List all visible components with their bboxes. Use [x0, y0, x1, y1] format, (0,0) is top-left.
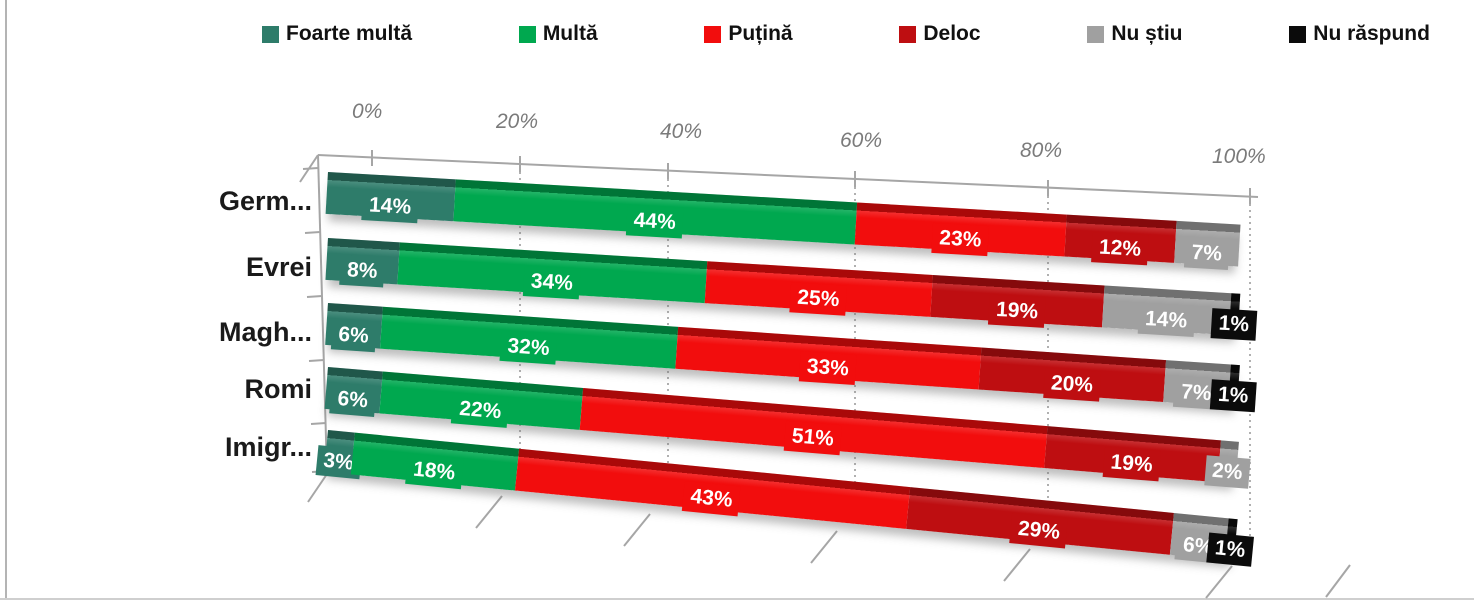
floor-ticks: [475, 495, 1351, 599]
data-label: 12%: [1091, 232, 1149, 266]
page-bottom-border: [0, 598, 1474, 600]
x-tick-label-80: 80%: [1020, 139, 1063, 162]
x-tick-label-100: 100%: [1212, 145, 1266, 168]
bar-segment: 1%: [1210, 293, 1257, 341]
legend-label: Deloc: [923, 22, 981, 45]
category-label-germani: Germ...: [218, 186, 312, 216]
data-label: 2%: [1203, 455, 1251, 489]
data-label: 1%: [1210, 308, 1257, 341]
bar-segment: 2%: [1203, 440, 1251, 489]
data-label: 1%: [1206, 532, 1254, 567]
bar-segment: 6%: [324, 367, 383, 417]
bar-segment: 6%: [325, 303, 384, 353]
bar-segment: 7%: [1174, 220, 1241, 271]
category-label-imigranti: Imigr...: [224, 432, 312, 462]
bar-segment: 14%: [325, 172, 456, 224]
legend-swatch-icon: [1087, 25, 1105, 43]
legend-item-deloc: Deloc: [899, 22, 981, 46]
data-label: 44%: [625, 205, 684, 239]
data-label: 6%: [330, 319, 377, 353]
data-label: 43%: [682, 481, 741, 517]
legend-label: Nu răspund: [1313, 22, 1430, 45]
legend-label: Multă: [542, 22, 598, 45]
legend-swatch-icon: [704, 25, 722, 43]
data-label: 23%: [931, 222, 990, 257]
data-label: 7%: [1183, 237, 1230, 271]
legend-item-multa: Multă: [518, 22, 598, 46]
legend-item-nu-stiu: Nu știu: [1087, 22, 1183, 46]
x-tick-label-60: 60%: [840, 129, 883, 152]
legend-label: Puțină: [728, 22, 793, 45]
data-label: 1%: [1209, 379, 1257, 413]
legend-swatch-icon: [518, 25, 536, 43]
data-label: 34%: [523, 265, 581, 300]
x-tick-label-20: 20%: [496, 110, 539, 133]
legend-label: Nu știu: [1111, 22, 1183, 45]
bar-segment: 12%: [1064, 214, 1177, 266]
legend-item-foarte-multa: Foarte multă: [262, 22, 412, 46]
data-label: 6%: [329, 383, 377, 417]
legend-swatch-icon: [262, 25, 279, 43]
bar-segment: 8%: [325, 238, 401, 288]
data-label: 33%: [798, 351, 857, 386]
data-label: 22%: [451, 393, 510, 428]
bar-segment: 1%: [1209, 364, 1257, 413]
data-label: 19%: [1102, 446, 1161, 482]
legend-item-nu-raspund: Nu răspund: [1289, 22, 1430, 46]
category-label-maghiari: Magh...: [219, 317, 312, 347]
data-label: 18%: [404, 453, 464, 490]
legend-swatch-icon: [899, 25, 917, 43]
data-label: 32%: [499, 330, 558, 365]
data-label: 29%: [1009, 513, 1069, 549]
data-label: 14%: [361, 189, 419, 224]
data-label: 20%: [1042, 367, 1101, 402]
bar-segment: 3%: [315, 430, 363, 480]
data-label: 14%: [1137, 303, 1195, 338]
data-label: 25%: [789, 282, 848, 316]
data-label: 51%: [783, 420, 842, 456]
data-label: 8%: [339, 254, 386, 288]
data-label: 19%: [988, 294, 1046, 328]
x-tick-label-0: 0%: [352, 100, 383, 123]
legend-label: Foarte multă: [286, 22, 413, 45]
x-tick-label-40: 40%: [660, 120, 703, 143]
page-left-border: [5, 0, 7, 600]
legend-swatch-icon: [1289, 25, 1307, 43]
category-label-evrei: Evrei: [245, 252, 312, 282]
legend-item-putina: Puțină: [704, 22, 793, 46]
category-label-romi: Romi: [244, 374, 313, 404]
legend: Foarte multă Multă Puțină Deloc Nu știu …: [262, 22, 1430, 46]
